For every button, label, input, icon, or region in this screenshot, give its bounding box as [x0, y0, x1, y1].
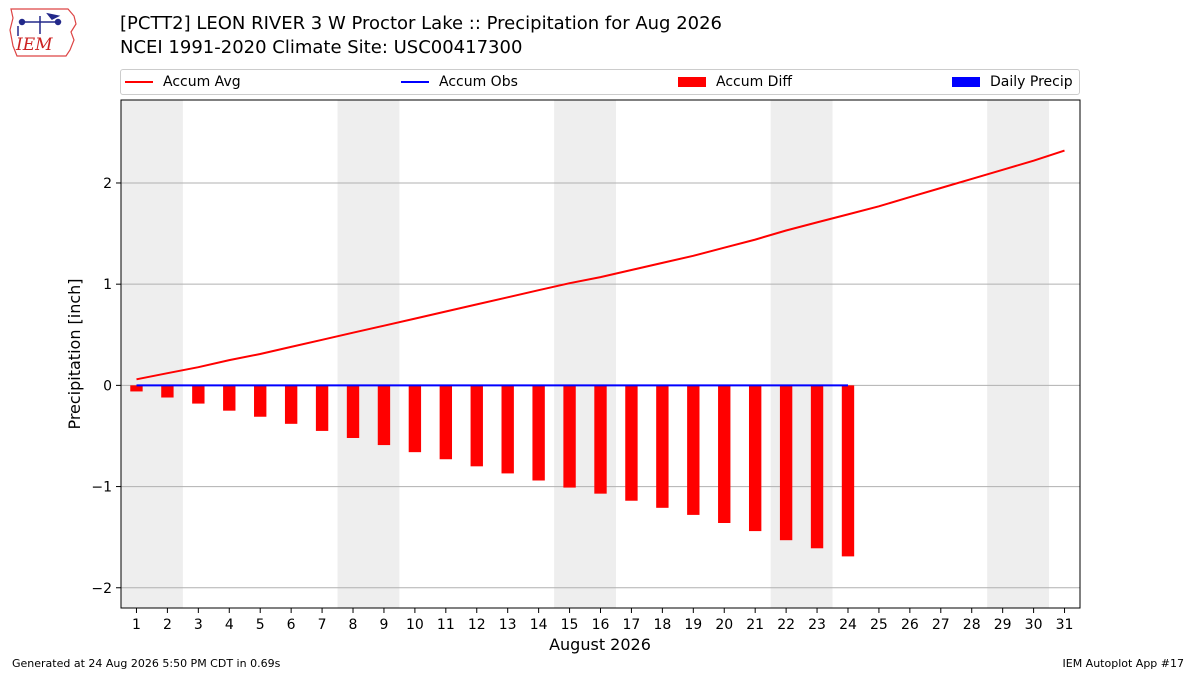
- bar-accum-diff: [656, 385, 669, 508]
- x-tick-label: 16: [592, 617, 610, 633]
- x-tick-label: 8: [349, 617, 358, 633]
- legend-swatch-daily-precip: [952, 77, 980, 87]
- x-tick-label: 23: [808, 617, 826, 633]
- line-accum-avg: [136, 149, 1065, 381]
- x-tick-label: 13: [499, 617, 517, 633]
- x-tick-label: 15: [561, 617, 579, 633]
- iem-logo: IEM: [9, 8, 77, 57]
- bar-accum-diff: [779, 385, 793, 541]
- weather-station-icon: [17, 12, 62, 36]
- bar-accum-diff: [841, 385, 855, 557]
- bar-accum-diff: [161, 385, 174, 398]
- x-tick-label: 9: [379, 617, 388, 633]
- bar-accum-diff: [254, 385, 267, 417]
- y-tick-label: 2: [103, 176, 112, 192]
- x-axis-ticks: 1 2 3 4 5 6 7 8 9 10 11 12 13 14 15 16 17 18 19 20 21 22 23 24 2…: [132, 608, 1073, 633]
- bar-accum-diff: [810, 385, 824, 549]
- x-tick-label: 21: [746, 617, 764, 633]
- series-lines: [136, 149, 1065, 387]
- legend-item-accum-diff: Accum Diff: [678, 70, 792, 94]
- chart-title: [PCTT2] LEON RIVER 3 W Proctor Lake :: P…: [120, 13, 723, 34]
- y-axis-ticks: −2 −1 0 1 2: [91, 176, 121, 597]
- legend-label-daily-precip: Daily Precip: [990, 74, 1073, 90]
- x-tick-label: 18: [653, 617, 671, 633]
- legend-item-daily-precip: Daily Precip: [952, 70, 1073, 94]
- x-tick-label: 11: [437, 617, 455, 633]
- legend-swatch-accum-avg: [125, 81, 153, 83]
- x-tick-label: 19: [684, 617, 702, 633]
- legend-swatch-accum-obs: [401, 81, 429, 83]
- legend-label-accum-diff: Accum Diff: [716, 74, 793, 90]
- x-tick-label: 5: [256, 617, 265, 633]
- legend-item-accum-avg: Accum Avg: [125, 70, 241, 94]
- legend: Accum Avg Accum Obs Accum Diff Daily Pre…: [120, 69, 1080, 95]
- bar-accum-diff: [501, 385, 514, 474]
- x-tick-label: 14: [530, 617, 548, 633]
- bar-accum-diff: [532, 385, 545, 481]
- x-tick-label: 31: [1056, 617, 1074, 633]
- y-axis-label: Precipitation [inch]: [65, 278, 84, 429]
- x-tick-label: 3: [194, 617, 203, 633]
- y-tick-label: −2: [91, 581, 112, 597]
- x-tick-label: 10: [406, 617, 424, 633]
- x-tick-label: 30: [1025, 617, 1043, 633]
- x-tick-label: 17: [623, 617, 641, 633]
- bar-accum-diff: [377, 385, 391, 446]
- x-tick-label: 7: [318, 617, 327, 633]
- x-tick-label: 26: [901, 617, 919, 633]
- bar-accum-diff: [470, 385, 483, 467]
- bar-accum-diff: [223, 385, 236, 411]
- bar-accum-diff: [192, 385, 205, 404]
- bar-accum-diff: [130, 385, 143, 392]
- autoplot-app-label: IEM Autoplot App #17: [1062, 657, 1185, 670]
- bar-accum-diff: [748, 385, 762, 532]
- y-tick-label: −1: [91, 480, 112, 496]
- bar-accum-diff: [625, 385, 638, 501]
- logo-text: IEM: [15, 35, 53, 55]
- bar-accum-diff: [594, 385, 607, 494]
- weekend-band-2: [337, 100, 400, 608]
- bar-accum-diff: [687, 385, 700, 515]
- x-tick-label: 6: [287, 617, 296, 633]
- bar-accum-diff: [315, 385, 329, 431]
- bar-accum-diff: [408, 385, 422, 453]
- x-tick-label: 28: [963, 617, 981, 633]
- y-tick-label: 1: [103, 277, 112, 293]
- legend-label-accum-obs: Accum Obs: [439, 74, 518, 90]
- y-tick-label: 0: [103, 378, 112, 394]
- bar-accum-diff: [346, 385, 360, 438]
- x-tick-label: 25: [870, 617, 888, 633]
- bar-accum-diff: [284, 385, 298, 424]
- x-tick-label: 24: [839, 617, 857, 633]
- x-tick-label: 2: [163, 617, 172, 633]
- weekend-band-5: [987, 100, 1050, 608]
- bar-accum-diff: [439, 385, 453, 460]
- bar-accum-diff: [718, 385, 731, 523]
- weekend-band-1: [121, 100, 183, 608]
- x-tick-label: 12: [468, 617, 486, 633]
- bar-accum-diff: [563, 385, 576, 488]
- legend-label-accum-avg: Accum Avg: [163, 74, 241, 90]
- x-tick-label: 1: [132, 617, 141, 633]
- x-tick-label: 29: [994, 617, 1012, 633]
- iowa-outline-icon: [9, 8, 77, 57]
- legend-swatch-accum-diff: [678, 77, 706, 87]
- x-axis-label: August 2026: [549, 635, 651, 654]
- x-tick-label: 20: [715, 617, 733, 633]
- chart-subtitle: NCEI 1991-2020 Climate Site: USC00417300: [120, 37, 523, 58]
- generated-timestamp: Generated at 24 Aug 2026 5:50 PM CDT in …: [12, 657, 281, 670]
- x-tick-label: 4: [225, 617, 234, 633]
- weekend-band-3: [554, 100, 616, 608]
- x-tick-label: 27: [932, 617, 950, 633]
- accum-diff-bars: [130, 385, 855, 557]
- legend-item-accum-obs: Accum Obs: [401, 70, 518, 94]
- x-tick-label: 22: [777, 617, 795, 633]
